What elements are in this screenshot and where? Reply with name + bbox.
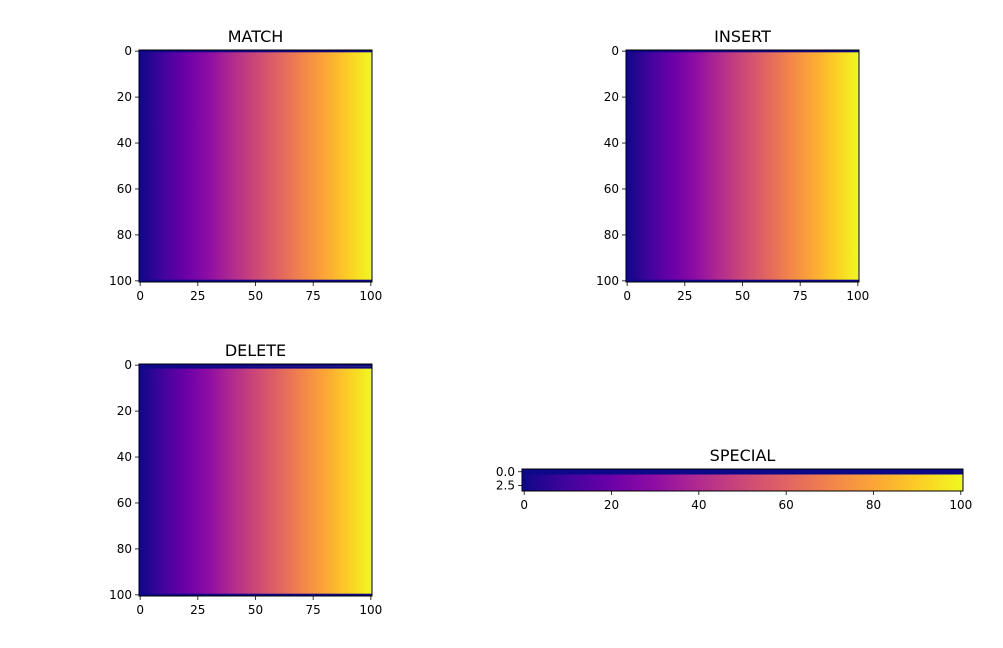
- delete-ytick-label: 100: [109, 588, 132, 602]
- insert-xtick-label: 0: [623, 289, 631, 303]
- insert-row-100: [626, 279, 859, 282]
- delete-xtick-label: 75: [306, 603, 321, 617]
- special-xtick-label: 80: [866, 498, 881, 512]
- delete-xtick-label: 100: [359, 603, 382, 617]
- delete-title: DELETE: [225, 341, 286, 360]
- delete-ytick-label: 40: [117, 450, 132, 464]
- delete-xtick-label: 0: [136, 603, 144, 617]
- special-xtick-label: 100: [949, 498, 972, 512]
- delete-ytick-label: 0: [124, 358, 132, 372]
- special-xtick-label: 40: [691, 498, 706, 512]
- insert-xtick-label: 50: [735, 289, 750, 303]
- special-panel: SPECIAL 0 20 40 60 80 100 0.02.5: [496, 446, 972, 512]
- match-ytick-label: 20: [117, 90, 132, 104]
- special-title: SPECIAL: [710, 446, 776, 465]
- special-row-0: [522, 469, 963, 475]
- insert-title: INSERT: [714, 27, 771, 46]
- insert-ytick-label: 60: [604, 182, 619, 196]
- delete-xtick-label: 25: [190, 603, 205, 617]
- special-axes-frame: [521, 468, 964, 492]
- insert-xtick-label: 25: [677, 289, 692, 303]
- insert-ytick-label: 0: [611, 44, 619, 58]
- match-xtick-label: 100: [359, 289, 382, 303]
- delete-row-1: [139, 366, 372, 369]
- match-row-0: [139, 50, 372, 53]
- special-ytick-label: 2.5: [496, 479, 515, 493]
- match-ytick-label: 100: [109, 274, 132, 288]
- match-heatmap-cells: [139, 50, 372, 282]
- insert-ytick-label: 100: [596, 274, 619, 288]
- insert-heatmap-cells: [626, 50, 859, 282]
- insert-ytick-label: 40: [604, 136, 619, 150]
- delete-row-100: [139, 593, 372, 596]
- match-ytick-label: 40: [117, 136, 132, 150]
- delete-row-0: [139, 364, 372, 367]
- match-xtick-label: 50: [248, 289, 263, 303]
- match-xtick-label: 0: [136, 289, 144, 303]
- match-ytick-label: 80: [117, 228, 132, 242]
- insert-ytick-label: 80: [604, 228, 619, 242]
- special-ytick-label: 0.0: [496, 465, 515, 479]
- special-xtick-label: 20: [604, 498, 619, 512]
- match-row-100: [139, 279, 372, 282]
- special-xtick-label: 0: [520, 498, 528, 512]
- insert-ytick-label: 20: [604, 90, 619, 104]
- delete-xtick-label: 50: [248, 603, 263, 617]
- insert-row-0: [626, 50, 859, 53]
- delete-ytick-label: 20: [117, 404, 132, 418]
- match-panel: MATCH 0 25 50 75 100 0 20 40 60 80 100: [109, 27, 382, 303]
- match-ytick-label: 0: [124, 44, 132, 58]
- special-xtick-label: 60: [779, 498, 794, 512]
- insert-panel: INSERT 0 25 50 75 100 0 20 40 60 80 100: [596, 27, 869, 303]
- delete-panel: DELETE 0 25 50 75 100 0 20 40 60 80 100: [109, 341, 382, 617]
- delete-ytick-label: 60: [117, 496, 132, 510]
- delete-heatmap-cells: [139, 364, 372, 596]
- match-xtick-label: 25: [190, 289, 205, 303]
- match-ytick-label: 60: [117, 182, 132, 196]
- match-xtick-label: 75: [306, 289, 321, 303]
- insert-xtick-label: 100: [846, 289, 869, 303]
- delete-ytick-label: 80: [117, 542, 132, 556]
- match-title: MATCH: [228, 27, 284, 46]
- insert-xtick-label: 75: [793, 289, 808, 303]
